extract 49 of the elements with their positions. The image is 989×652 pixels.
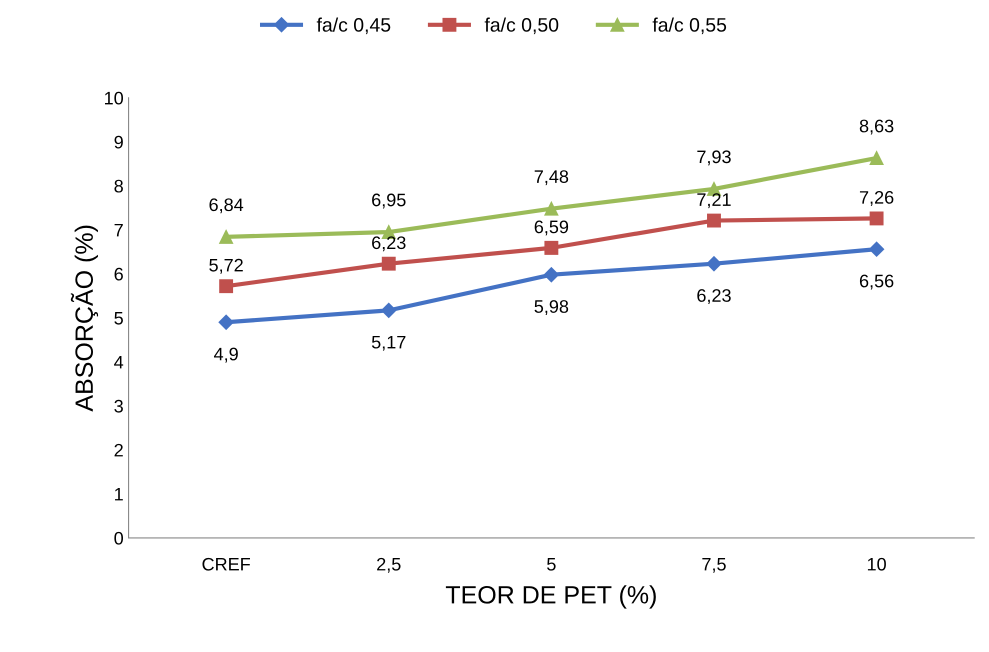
- x-axis-title: TEOR DE PET (%): [446, 585, 656, 609]
- x-tick-label: 2,5: [377, 558, 401, 573]
- y-tick-label: 10: [105, 92, 124, 105]
- y-tick-label: 4: [114, 356, 124, 368]
- y-axis-title: ABSORÇÃO (%): [70, 226, 98, 412]
- legend-label: fa/c 0,45: [316, 18, 390, 34]
- data-label: 5,98: [534, 300, 568, 316]
- point: [870, 211, 884, 226]
- point: [218, 314, 234, 330]
- legend-label: fa/c 0,55: [652, 18, 726, 34]
- point: [544, 240, 558, 255]
- point: [706, 256, 722, 272]
- data-label: 5,72: [209, 258, 243, 274]
- y-tick-label: 2: [114, 444, 123, 456]
- point: [381, 302, 396, 318]
- y-tick-label: 9: [114, 136, 123, 149]
- point: [544, 202, 558, 216]
- x-tick-label: 7,5: [702, 558, 726, 573]
- data-label: 7,21: [697, 193, 731, 208]
- data-label: 7,26: [860, 191, 894, 206]
- y-tick-label: 6: [114, 268, 123, 281]
- data-label: 7,48: [534, 170, 568, 186]
- point: [869, 242, 884, 257]
- point: [544, 267, 559, 282]
- point: [707, 214, 721, 228]
- data-label: 8,63: [860, 120, 894, 135]
- x-tick-label: 5: [547, 558, 556, 571]
- y-tick-label: 1: [115, 488, 123, 500]
- point: [870, 151, 884, 166]
- data-label: 6,23: [372, 236, 406, 252]
- legend-label: fa/c 0,50: [484, 18, 558, 34]
- y-tick-label: 8: [114, 180, 123, 193]
- y-tick-label: 3: [114, 400, 123, 413]
- x-tick-label: 10: [868, 558, 886, 571]
- data-label: 6,59: [534, 220, 568, 236]
- data-label: 4,9: [214, 348, 238, 363]
- y-tick-label: 0: [114, 532, 124, 545]
- data-label: 7,93: [697, 150, 731, 166]
- x-tick-label: CREF: [202, 558, 250, 571]
- point: [219, 230, 234, 244]
- data-label: 6,23: [697, 289, 731, 304]
- point: [219, 279, 234, 294]
- data-label: 6,95: [372, 194, 406, 208]
- data-label: 6,56: [860, 274, 894, 290]
- data-label: 5,17: [372, 336, 406, 351]
- y-tick-label: 5: [114, 312, 123, 325]
- y-tick-label: 7: [114, 224, 123, 236]
- point: [382, 256, 396, 271]
- data-label: 6,84: [209, 198, 244, 214]
